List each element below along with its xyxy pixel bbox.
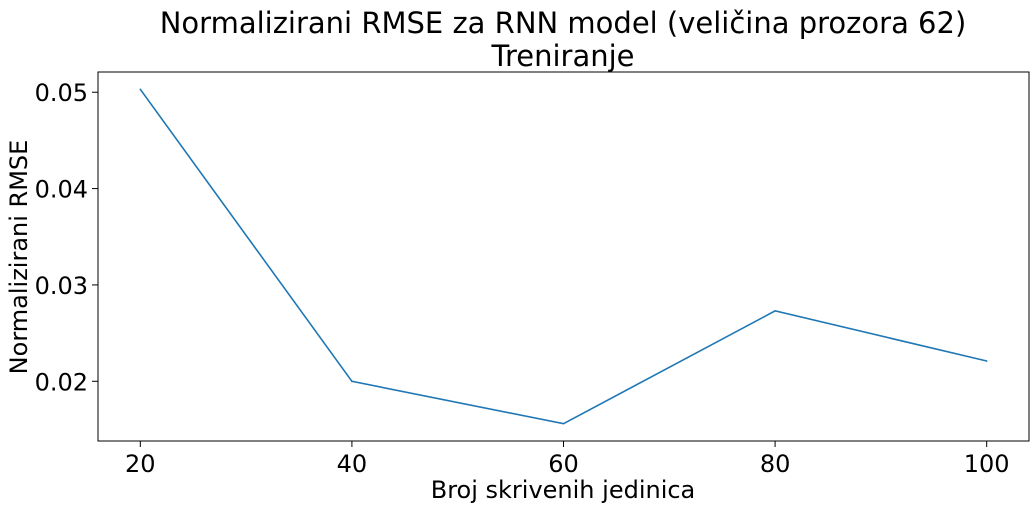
y-axis-ticks: 0.02 0.03 0.04 0.05 <box>35 79 98 396</box>
y-axis-label: Normalizirani RMSE <box>5 140 33 375</box>
chart-title: Normalizirani RMSE za RNN model (veličin… <box>160 6 967 40</box>
x-tick-label: 80 <box>760 450 791 478</box>
plot-area <box>98 72 1029 441</box>
series-points <box>139 88 988 425</box>
data-point <box>351 380 353 383</box>
chart-subtitle: Treniranje <box>491 39 635 73</box>
x-tick-label: 100 <box>964 450 1010 478</box>
y-tick-label: 0.04 <box>35 176 88 204</box>
x-tick-label: 60 <box>548 450 579 478</box>
x-tick-label: 40 <box>337 450 368 478</box>
data-point <box>985 360 988 362</box>
y-tick-label: 0.05 <box>35 79 88 107</box>
x-tick-label: 20 <box>125 450 156 478</box>
plot-frame <box>97 71 1030 442</box>
x-axis-ticks: 20 40 60 80 100 <box>125 441 1010 478</box>
data-point <box>774 310 776 312</box>
x-axis-label: Broj skrivenih jedinica <box>431 476 696 504</box>
data-point <box>139 88 142 91</box>
y-tick-label: 0.03 <box>35 272 88 300</box>
data-point <box>562 422 565 425</box>
y-tick-label: 0.02 <box>35 368 88 396</box>
